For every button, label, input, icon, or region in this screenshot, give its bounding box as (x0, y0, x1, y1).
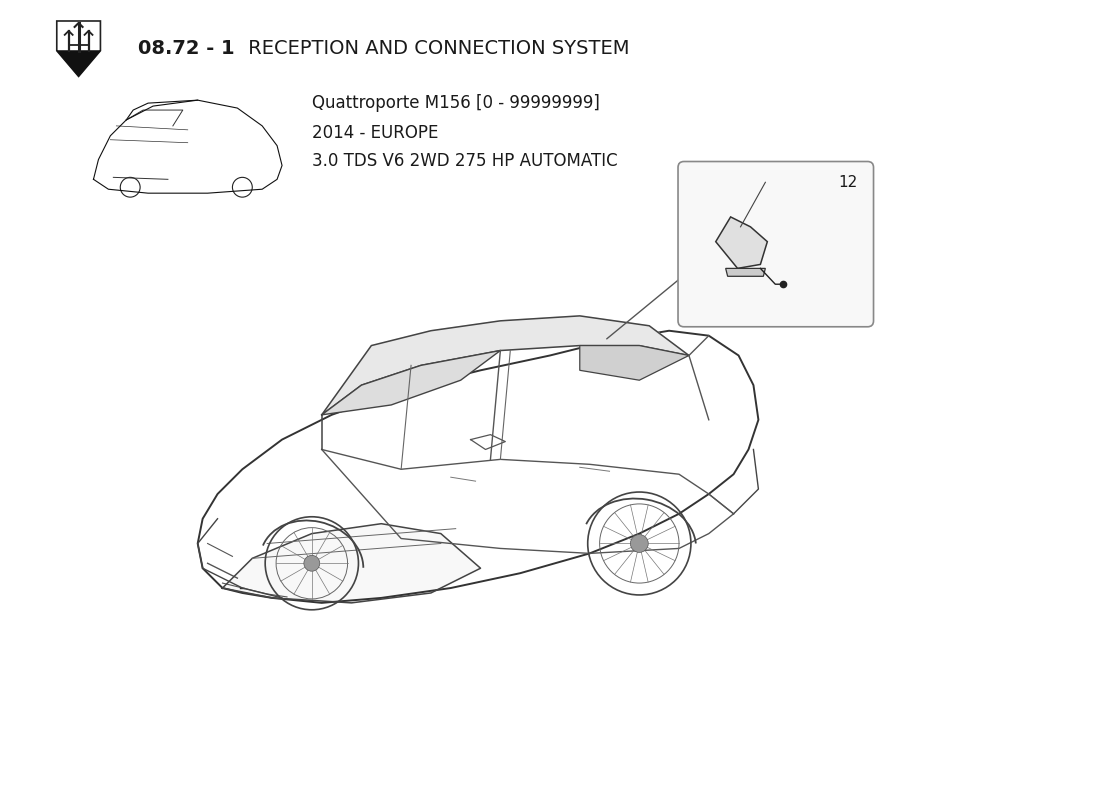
Text: Quattroporte M156 [0 - 99999999]: Quattroporte M156 [0 - 99999999] (311, 94, 600, 112)
Text: 3.0 TDS V6 2WD 275 HP AUTOMATIC: 3.0 TDS V6 2WD 275 HP AUTOMATIC (311, 151, 617, 170)
Text: 12: 12 (838, 175, 858, 190)
Polygon shape (222, 524, 481, 603)
Circle shape (304, 555, 320, 571)
Polygon shape (321, 350, 500, 415)
Polygon shape (726, 268, 766, 276)
Text: RECEPTION AND CONNECTION SYSTEM: RECEPTION AND CONNECTION SYSTEM (242, 39, 630, 58)
Text: 08.72 - 1: 08.72 - 1 (139, 39, 234, 58)
FancyBboxPatch shape (678, 162, 873, 326)
Polygon shape (57, 50, 100, 77)
Polygon shape (580, 346, 689, 380)
Circle shape (630, 534, 648, 552)
Text: 2014 - EUROPE: 2014 - EUROPE (311, 124, 438, 142)
Polygon shape (57, 21, 100, 77)
Polygon shape (321, 316, 689, 415)
Polygon shape (716, 217, 768, 268)
